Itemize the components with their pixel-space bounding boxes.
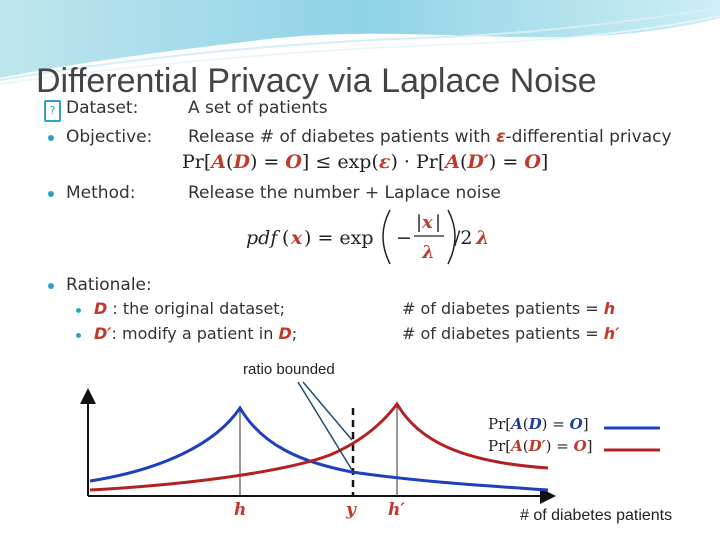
svg-text:x: x [290,227,303,249]
objective-formula: Pr[A(D) = O] ≤ exp(ε) · Pr[A(D′) = O] [182,151,549,173]
bullet-method-label: Method: [66,183,136,203]
missing-glyph-icon: ? [44,100,61,122]
svg-text:x: x [421,212,433,233]
bullet-dataset-text: A set of patients [188,98,328,118]
rationale-original-dataset: D : the original dataset; [94,299,285,318]
tick-label-h-prime: h′ [388,500,405,520]
svg-text:) = exp: ) = exp [304,227,374,249]
bullet-rationale-label: Rationale: [66,275,152,295]
svg-text:pdf: pdf [246,227,280,249]
bullet-dataset-label: Dataset: [66,98,139,118]
legend-label-pr-a-d: Pr[A(D) = O] [488,415,589,433]
ratio-pointer-line [302,381,353,441]
tick-label-y: y [346,500,356,520]
rationale-count-h-prime: # of diabetes patients = h′ [402,324,620,343]
ratio-pointer-line [297,381,353,471]
legend-label-pr-a-d-prime: Pr[A(D′) = O] [488,437,593,455]
curve-pr-a-d-prime [89,401,549,492]
svg-text:|: | [435,212,441,233]
tick-label-h: h [234,500,247,520]
svg-text:−: − [396,227,412,249]
svg-text:(: ( [282,227,289,249]
bullet-dot [48,191,54,197]
slide-title: Differential Privacy via Laplace Noise [36,62,597,100]
bullet-objective-text: Release # of diabetes patients with ε-di… [188,127,672,147]
rationale-count-h: # of diabetes patients = h [402,299,616,318]
bullet-method-text: Release the number + Laplace noise [188,183,501,203]
bullet-dot [48,135,54,141]
laplace-pdf-formula: pdf ( x ) = exp − | x | λ /2 λ [246,209,489,265]
rationale-modified-dataset: D′: modify a patient in D; [94,324,298,343]
bullet-dot [48,283,54,289]
ratio-bounded-annotation: ratio bounded [243,361,335,378]
sub-bullet-dot [76,308,81,313]
x-axis-label: # of diabetes patients [520,507,673,524]
curve-pr-a-d [89,405,549,492]
bullet-objective-label: Objective: [66,127,153,147]
svg-text:|: | [416,212,422,233]
svg-text:λ: λ [421,242,435,263]
svg-text:/2: /2 [454,227,473,249]
header-wave-decoration [0,0,720,85]
sub-bullet-dot [76,333,81,338]
svg-text:λ: λ [475,227,489,249]
